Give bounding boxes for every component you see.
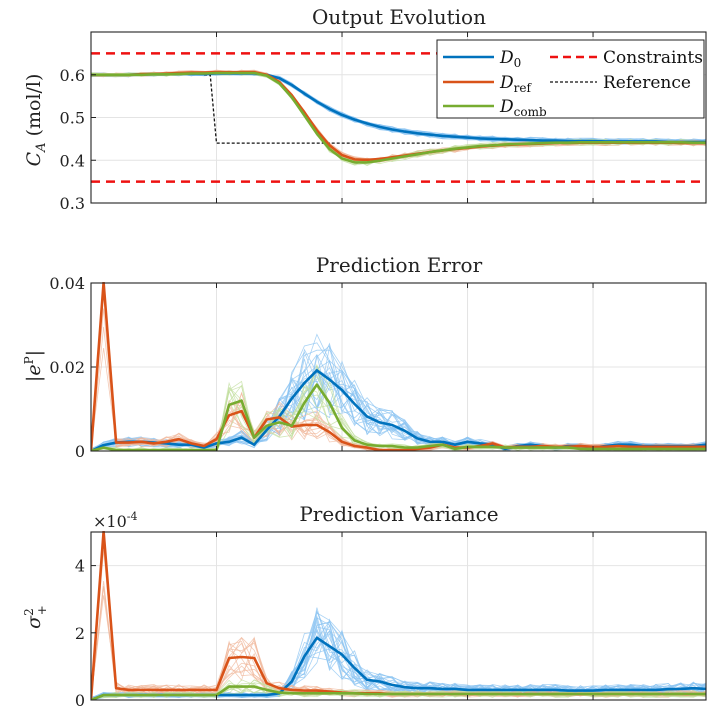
- trajectory-dref: [91, 531, 706, 700]
- trajectory-d0: [91, 367, 706, 450]
- prediction-variance-y-axis-label: σ2+: [22, 605, 49, 629]
- output-evolution-y-ticks: 0.3 0.4 0.5 0.6: [60, 32, 594, 213]
- trajectory-dcomb: [91, 369, 706, 451]
- y-tick-label: 0.04: [49, 274, 85, 293]
- trajectory-dref: [91, 531, 706, 700]
- y-tick-label: 0.02: [49, 358, 85, 377]
- y-tick-label: 0: [75, 691, 85, 710]
- y-tick-label: 4: [75, 557, 85, 576]
- series-line-dcomb: [91, 383, 706, 451]
- trajectory-dref: [91, 531, 706, 698]
- series-line-dref: [91, 282, 706, 451]
- y-tick-label: 0: [75, 442, 85, 461]
- output-evolution-title: Output Evolution: [312, 5, 486, 29]
- prediction-error-y-ticks: 0 0.02 0.04: [49, 274, 594, 461]
- y-tick-label: 0.5: [60, 109, 85, 128]
- output-evolution-axes-box: [90, 31, 707, 204]
- trajectory-dref: [91, 531, 706, 700]
- prediction-error-axes-box: [90, 282, 707, 452]
- trajectory-dref: [91, 550, 706, 700]
- prediction-error-title: Prediction Error: [316, 253, 483, 277]
- prediction-error-y-axis-label: |eP|: [22, 350, 45, 382]
- y-tick-label: 0.3: [60, 194, 85, 213]
- y-tick-label: 2: [75, 624, 85, 643]
- series-line-dref: [91, 531, 706, 700]
- legend: D0 Dref Dcomb Constraints Reference: [436, 39, 705, 119]
- legend-label-dref: Dref: [499, 73, 532, 95]
- prediction-variance-panel: Prediction Variance ×10-4 0 2 4 σ2+: [22, 502, 707, 710]
- prediction-variance-title: Prediction Variance: [299, 502, 498, 526]
- exponent-multiplier: ×10-4: [93, 510, 137, 531]
- trajectory-dref: [91, 531, 706, 700]
- prediction-error-panel: Prediction Error 0 0.02 0.04 |eP|: [22, 253, 707, 461]
- prediction-variance-grid: [91, 532, 706, 700]
- series-line-dcomb: [91, 71, 706, 164]
- prediction-variance-lines: [91, 531, 706, 700]
- trajectory-dref: [91, 531, 706, 699]
- legend-label-dcomb: Dcomb: [499, 97, 547, 119]
- prediction-variance-y-ticks: 0 2 4: [75, 532, 594, 710]
- prediction-error-lines: [91, 282, 706, 451]
- y-tick-label: 0.4: [60, 151, 85, 170]
- prediction-variance-axes-box: [90, 531, 707, 701]
- trajectory-dref: [91, 531, 706, 700]
- output-evolution-panel: Output Evolution 0.3 0.4 0.5 0.6 CA (mol/l)…: [23, 5, 707, 213]
- legend-label-d0: D0: [499, 48, 521, 70]
- series-line-dcomb: [91, 685, 706, 700]
- output-evolution-y-axis-label: CA (mol/l): [23, 74, 49, 167]
- trajectory-dref: [91, 585, 706, 700]
- prediction-variance-trajectory-bundles: [91, 531, 706, 700]
- trajectory-dref: [91, 539, 706, 700]
- trajectory-d0: [91, 342, 706, 451]
- legend-label-constraints: Constraints: [603, 48, 703, 68]
- trajectory-dref: [91, 538, 706, 700]
- reference-line: [204, 74, 443, 144]
- legend-label-reference: Reference: [603, 73, 691, 93]
- y-tick-label: 0.6: [60, 66, 85, 85]
